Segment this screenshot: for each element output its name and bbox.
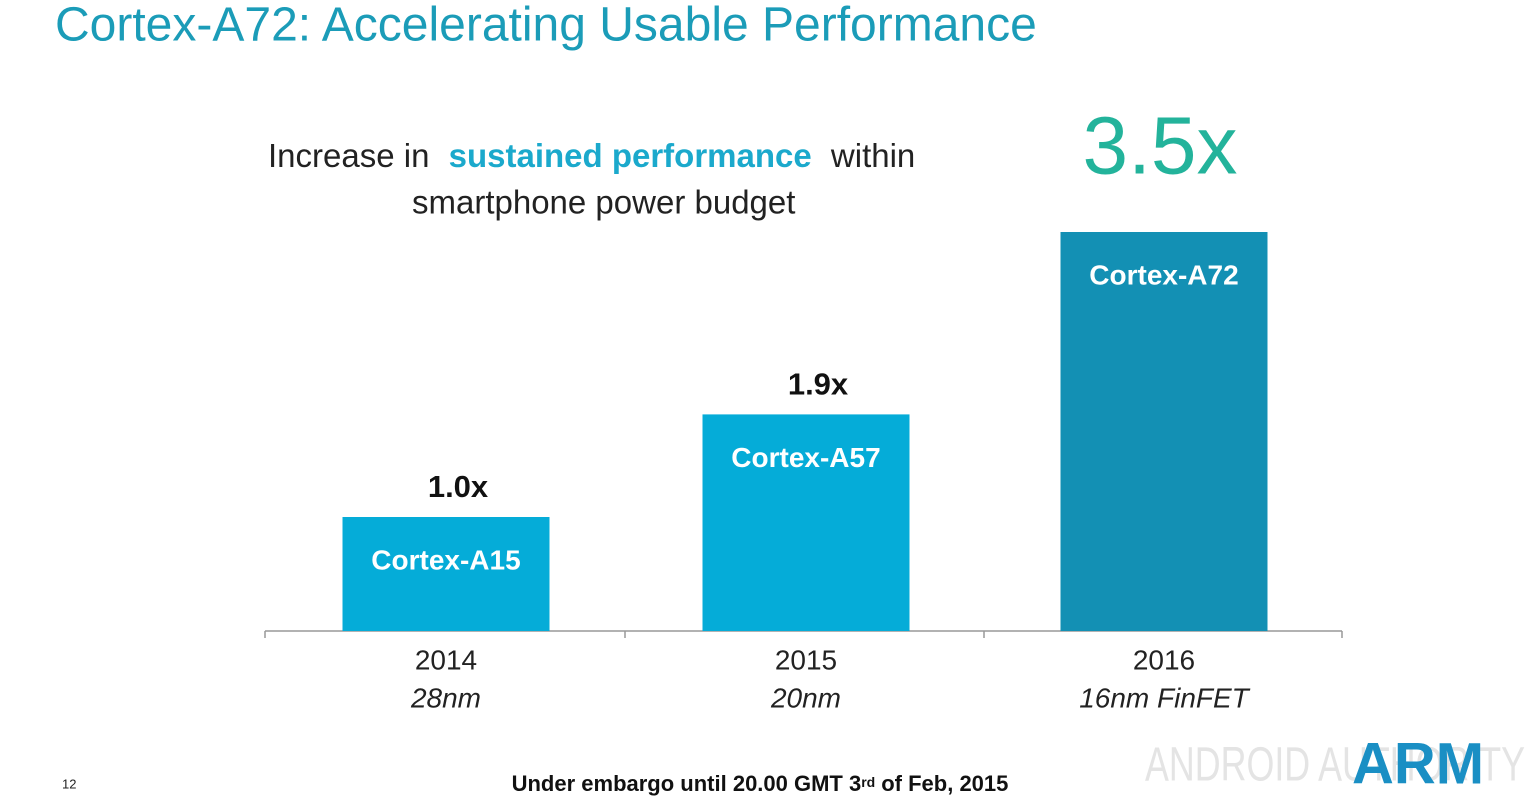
value-label: 1.9x — [788, 367, 849, 402]
axis-ticks — [264, 631, 1343, 638]
page-number: 12 — [62, 776, 76, 791]
footer-text: of Feb, 2015 — [881, 771, 1008, 796]
bar — [1060, 232, 1268, 631]
subtitle: Increase in sustained performance within — [268, 137, 915, 174]
subtitle-text: Increase in — [268, 137, 429, 174]
footer-text: Under embargo until 20.00 GMT 3 — [512, 771, 862, 796]
footer: Under embargo until 20.00 GMT 3rd of Feb,… — [512, 771, 1009, 796]
bar-label: Cortex-A15 — [371, 544, 520, 575]
process-node: 28nm — [410, 682, 481, 713]
process-node: 16nm FinFET — [1079, 682, 1250, 713]
watermark: ANDROID AUTHORITY — [1145, 739, 1525, 792]
bar — [702, 414, 910, 631]
x-tick-label: 2016 — [1133, 644, 1195, 675]
slide-title: Cortex-A72: Accelerating Usable Performa… — [55, 0, 1037, 52]
value-label: 1.0x — [428, 469, 489, 504]
subtitle-text: within — [830, 137, 915, 174]
bar — [342, 517, 550, 631]
logo: ARM — [1352, 731, 1484, 796]
bar-label: Cortex-A57 — [731, 442, 880, 473]
subtitle-highlight: sustained performance — [449, 137, 812, 174]
x-tick-label: 2015 — [775, 644, 837, 675]
footer-superscript: rd — [861, 774, 875, 790]
bar-label: Cortex-A72 — [1089, 259, 1238, 290]
process-node: 20nm — [770, 682, 841, 713]
subtitle-line: smartphone power budget — [412, 184, 795, 221]
x-tick-label: 2014 — [415, 644, 477, 675]
value-label: 3.5x — [1083, 101, 1238, 192]
